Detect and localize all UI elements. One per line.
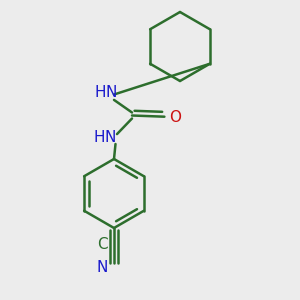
Text: N: N bbox=[96, 260, 108, 274]
Text: N: N bbox=[105, 130, 116, 145]
Text: C: C bbox=[97, 237, 107, 252]
Text: N: N bbox=[105, 85, 117, 100]
Text: H: H bbox=[95, 85, 106, 100]
Text: H: H bbox=[94, 130, 105, 145]
Text: O: O bbox=[169, 110, 181, 125]
